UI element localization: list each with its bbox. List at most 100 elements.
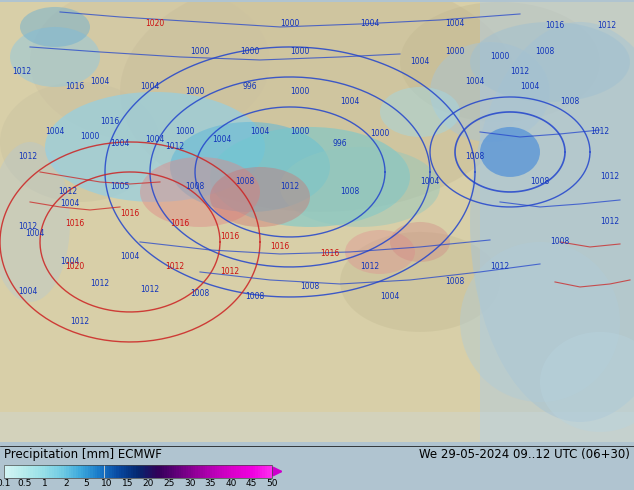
Bar <box>188 465 191 478</box>
Bar <box>241 465 243 478</box>
Bar <box>222 465 224 478</box>
Bar <box>214 465 217 478</box>
Bar <box>191 465 193 478</box>
Bar <box>28 465 30 478</box>
Bar <box>47 465 49 478</box>
Text: 1012: 1012 <box>13 68 32 76</box>
Bar <box>238 465 241 478</box>
Text: 1008: 1008 <box>301 282 320 292</box>
Bar <box>164 465 167 478</box>
Text: 1012: 1012 <box>18 222 37 231</box>
Bar <box>107 465 109 478</box>
Bar <box>90 465 93 478</box>
Text: 1012: 1012 <box>165 143 184 151</box>
Ellipse shape <box>390 222 450 262</box>
Ellipse shape <box>45 92 265 202</box>
Text: 1004: 1004 <box>25 229 44 239</box>
Bar <box>257 465 260 478</box>
Text: 1008: 1008 <box>235 177 255 187</box>
Text: 1008: 1008 <box>190 290 210 298</box>
Bar <box>52 465 55 478</box>
Bar <box>195 465 198 478</box>
Text: 1008: 1008 <box>445 277 465 287</box>
Text: We 29-05-2024 09..12 UTC (06+30): We 29-05-2024 09..12 UTC (06+30) <box>419 448 630 461</box>
Ellipse shape <box>400 2 600 122</box>
Bar <box>4 465 272 478</box>
Text: 1008: 1008 <box>535 48 555 56</box>
Bar <box>71 465 74 478</box>
Bar <box>74 465 76 478</box>
Bar <box>210 465 212 478</box>
Text: 1000: 1000 <box>176 127 195 137</box>
Text: 45: 45 <box>246 479 257 488</box>
Bar <box>236 465 238 478</box>
Bar <box>179 465 181 478</box>
Bar <box>133 465 136 478</box>
Bar <box>224 465 226 478</box>
Text: 1000: 1000 <box>81 132 100 142</box>
Bar <box>87 465 90 478</box>
Ellipse shape <box>120 0 520 212</box>
Bar <box>160 465 162 478</box>
Bar <box>480 2 634 442</box>
Bar <box>61 465 64 478</box>
Text: 1000: 1000 <box>190 48 210 56</box>
Bar <box>81 465 83 478</box>
Text: 1016: 1016 <box>65 82 84 92</box>
Text: 50: 50 <box>266 479 278 488</box>
Text: 1016: 1016 <box>65 220 84 228</box>
Text: 1012: 1012 <box>70 318 89 326</box>
Ellipse shape <box>540 332 634 432</box>
Text: 1016: 1016 <box>221 232 240 242</box>
Text: 1004: 1004 <box>521 82 540 92</box>
Bar <box>229 465 231 478</box>
Bar <box>117 465 119 478</box>
Text: 1004: 1004 <box>120 252 139 262</box>
Text: 1012: 1012 <box>491 263 510 271</box>
Text: 1000: 1000 <box>490 52 510 61</box>
Text: 1012: 1012 <box>600 218 619 226</box>
Text: 1008: 1008 <box>185 182 205 192</box>
Text: 0.1: 0.1 <box>0 479 11 488</box>
Bar <box>145 465 148 478</box>
Text: 1012: 1012 <box>165 263 184 271</box>
Bar <box>176 465 179 478</box>
Text: 1004: 1004 <box>18 288 37 296</box>
Bar <box>186 465 188 478</box>
Bar <box>109 465 112 478</box>
Bar <box>217 465 219 478</box>
Text: 1000: 1000 <box>280 20 300 28</box>
Text: 1000: 1000 <box>240 48 260 56</box>
Bar <box>269 465 272 478</box>
Bar <box>198 465 200 478</box>
Text: 25: 25 <box>163 479 174 488</box>
Bar <box>121 465 124 478</box>
Text: 1016: 1016 <box>545 22 565 30</box>
Text: 1004: 1004 <box>420 177 440 187</box>
Text: 1000: 1000 <box>185 88 205 97</box>
Text: 1008: 1008 <box>560 98 579 106</box>
Text: 1012: 1012 <box>510 68 529 76</box>
Text: 1004: 1004 <box>90 77 110 86</box>
Bar <box>148 465 150 478</box>
Text: 1004: 1004 <box>45 127 65 137</box>
Text: 996: 996 <box>333 140 347 148</box>
Bar <box>86 465 87 478</box>
Text: 1012: 1012 <box>361 263 380 271</box>
Ellipse shape <box>210 127 410 227</box>
Bar <box>68 465 71 478</box>
Ellipse shape <box>30 0 270 142</box>
Text: 1016: 1016 <box>270 243 290 251</box>
Bar <box>131 465 133 478</box>
Bar <box>138 465 140 478</box>
Bar <box>102 465 105 478</box>
Bar <box>174 465 176 478</box>
Bar <box>262 465 265 478</box>
Text: 1008: 1008 <box>531 177 550 187</box>
Text: 1016: 1016 <box>171 220 190 228</box>
Text: 1004: 1004 <box>140 82 160 92</box>
Ellipse shape <box>0 82 160 202</box>
Bar <box>250 465 253 478</box>
Bar <box>6 465 9 478</box>
Bar <box>9 465 11 478</box>
